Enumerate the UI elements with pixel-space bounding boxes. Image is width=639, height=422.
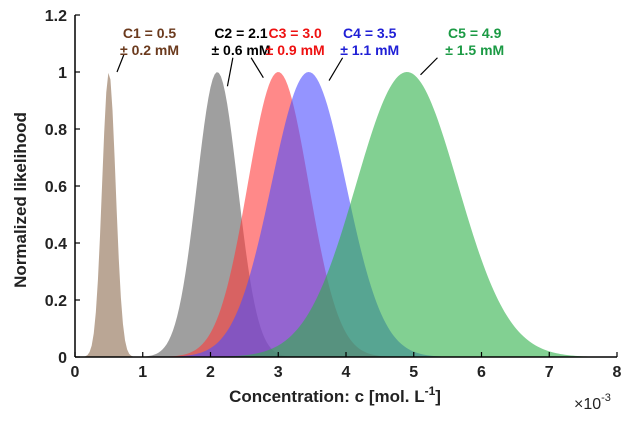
pointer-line [328,57,344,81]
annotation-line2: ± 1.5 mM [445,42,504,58]
pointer-line [250,57,264,79]
annotation-line1: C5 = 4.9 [448,25,502,41]
series-area-c5 [75,72,617,357]
annotation-c3: C3 = 3.0± 0.9 mM [250,25,325,79]
y-tick-label: 0.6 [45,179,67,196]
x-axis-label-superscript: -1 [425,384,436,398]
annotation-c5: C5 = 4.9± 1.5 mM [420,25,504,76]
x-axis-exponent-base: ×10 [574,396,601,413]
pointer-line [226,57,234,87]
annotation-c1: C1 = 0.5± 0.2 mM [116,25,179,73]
y-tick-label: 0.4 [45,236,67,253]
x-axis-exponent: ×10-3 [574,392,611,413]
y-ticks: 0 0.2 0.4 0.6 0.8 1 1.2 [45,8,80,367]
x-tick-label: 3 [274,364,283,381]
pointer-line [116,54,125,73]
x-axis-label-main: Concentration: c [mol. L [229,387,425,406]
y-tick-label: 1.2 [45,8,67,25]
x-tick-label: 6 [477,364,486,381]
annotation-line1: C2 = 2.1 [214,25,268,41]
x-tick-label: 7 [545,364,554,381]
annotation-line2: ± 0.6 mM [211,42,270,58]
x-tick-label: 1 [138,364,147,381]
annotation-line1: C4 = 3.5 [343,25,397,41]
annotation-line1: C3 = 3.0 [269,25,323,41]
y-tick-label: 0.8 [45,122,67,139]
x-tick-label: 5 [409,364,418,381]
annotation-c2: C2 = 2.1± 0.6 mM [211,25,271,87]
x-ticks: 0 1 2 3 4 5 6 7 8 [71,352,622,381]
x-tick-label: 4 [342,364,351,381]
annotation-line2: ± 1.1 mM [340,42,399,58]
x-axis-label-suffix: ] [435,387,441,406]
y-tick-label: 0.2 [45,293,67,310]
pointer-line [420,57,438,76]
annotation-c4: C4 = 3.5± 1.1 mM [328,25,399,81]
series-area-c2 [75,72,617,357]
x-axis-label: Concentration: c [mol. L-1] [229,384,441,406]
y-tick-label: 1 [58,65,67,82]
y-axis-label: Normalized likelihood [11,112,30,288]
x-axis-exponent-power: -3 [601,392,611,404]
annotation-line1: C1 = 0.5 [123,25,177,41]
x-tick-label: 0 [71,364,80,381]
annotation-line2: ± 0.2 mM [120,42,179,58]
y-tick-label: 0 [58,350,67,367]
areas-layer [75,72,617,358]
x-tick-label: 8 [613,364,622,381]
series-area-c4 [75,72,617,357]
x-tick-label: 2 [206,364,215,381]
annotation-line2: ± 0.9 mM [266,42,325,58]
